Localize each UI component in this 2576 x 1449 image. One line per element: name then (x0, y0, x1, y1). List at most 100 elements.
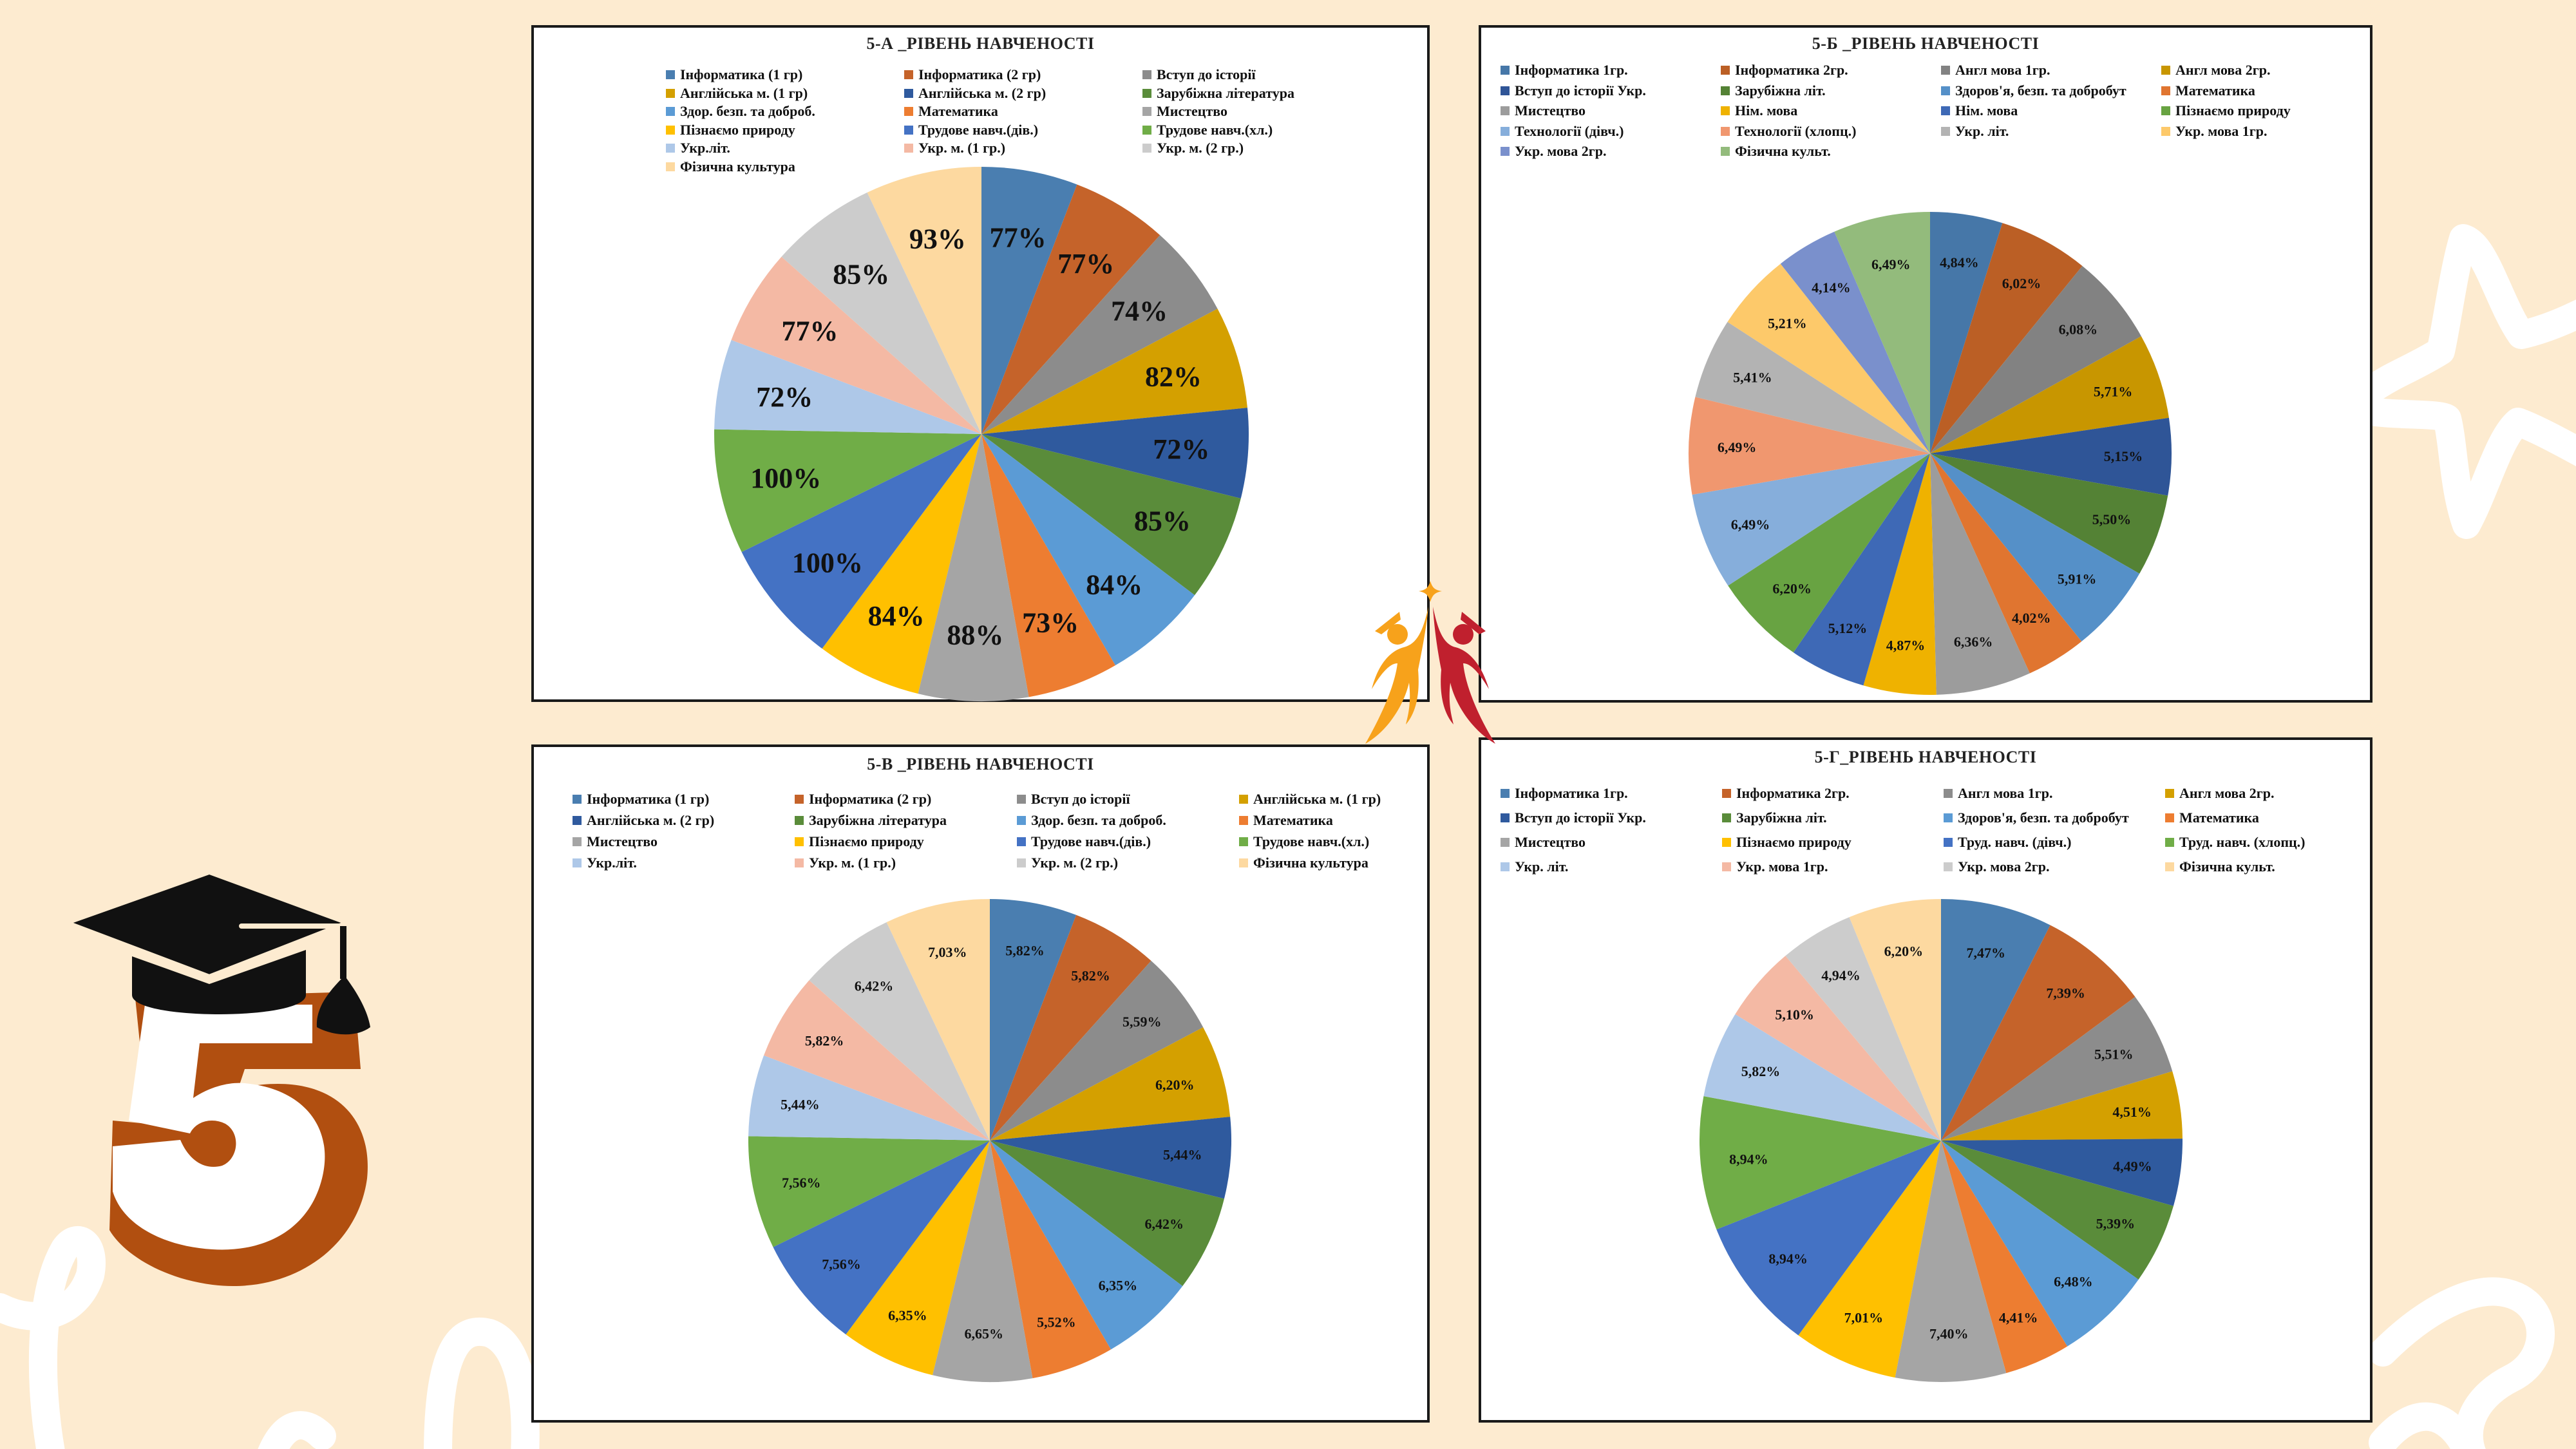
pie-slice (1703, 1014, 1941, 1141)
legend-label: Математика (2175, 82, 2255, 99)
data-label: 5,15% (2104, 448, 2143, 464)
legend-label: Англійська м. (1 гр) (680, 84, 808, 101)
five-digit (113, 1005, 325, 1250)
pie-slice (1930, 212, 2003, 453)
pie-slice (1689, 397, 1930, 495)
pie-slice (990, 1141, 1111, 1379)
pie-slice (741, 434, 981, 649)
legend-swatch (795, 837, 804, 846)
pie-slice (764, 980, 990, 1141)
data-label: 4,51% (2112, 1104, 2152, 1120)
legend-label: Укр.літ. (587, 855, 637, 871)
chart-panel-5v: 5-В _РІВЕНЬ НАВЧЕНОСТІ Інформатика (1 гр… (531, 744, 1430, 1423)
legend-item: Фізична культ. (2165, 858, 2275, 875)
legend-label: Фізична культура (680, 158, 795, 175)
legend-item: Фізична культура (666, 158, 795, 175)
legend-label: Пізнаємо природу (680, 121, 795, 138)
legend-swatch (666, 107, 675, 116)
legend-item: Пізнаємо природу (2161, 102, 2291, 119)
pie-slice (1930, 453, 2030, 695)
legend-swatch (904, 88, 913, 98)
legend-item: Зарубіжна література (1142, 85, 1294, 102)
data-label: 5,39% (2096, 1216, 2136, 1232)
pie-slice (1695, 321, 1930, 453)
legend-item: Англ мова 2гр. (2165, 785, 2275, 802)
legend-label: Мистецтво (1515, 834, 1586, 850)
data-label: 93% (909, 223, 966, 255)
legend-label: Англійська м. (1 гр) (1253, 791, 1381, 807)
pie-slice (1941, 1141, 2139, 1347)
legend-item: Укр. мова 1гр. (1722, 858, 1828, 875)
legend-swatch (1142, 107, 1151, 116)
legend-label: Трудове навч.(хл.) (1157, 121, 1273, 138)
data-label: 85% (1134, 505, 1191, 536)
data-label: 77% (781, 316, 838, 347)
data-label: 6,49% (1718, 439, 1757, 455)
legend-label: Інформатика 1гр. (1515, 62, 1628, 78)
legend-item: Пізнаємо природу (666, 122, 795, 138)
legend-item: Інформатика 2гр. (1721, 62, 1848, 79)
legend-item: Інформатика 2гр. (1722, 785, 1850, 802)
legend-swatch (1944, 838, 1953, 847)
chart-title: 5-Г_РІВЕНЬ НАВЧЕНОСТІ (1814, 748, 2037, 766)
legend-swatch (904, 125, 913, 135)
data-label: 100% (792, 547, 863, 579)
chart-title: 5-В _РІВЕНЬ НАВЧЕНОСТІ (867, 755, 1094, 773)
legend-item: Здор. безп. та доброб. (666, 103, 815, 120)
pie-slice (748, 1136, 990, 1247)
orange-student-icon (1365, 607, 1428, 744)
pie-chart: 5,82% 5,82% 5,59% 6,20% 5,44% 6,42% 6,35% 5,52%… (748, 899, 1232, 1382)
data-label: 7,56% (782, 1175, 821, 1191)
data-label: 5,12% (1828, 620, 1868, 636)
legend-item: Укр.літ. (573, 855, 637, 871)
legend-item: Мистецтво (1501, 834, 1586, 851)
chart-panel-5a: 5-А _РІВЕНЬ НАВЧЕНОСТІ Інформатика (1 гр… (531, 25, 1430, 702)
data-label: 77% (1057, 248, 1114, 279)
legend-swatch (1017, 816, 1026, 825)
pie-slice (731, 256, 981, 434)
legend-item: Математика (1239, 812, 1333, 829)
legend-label: Укр. мова 1гр. (2175, 122, 2268, 139)
pie-slice (981, 308, 1247, 434)
legend-label: Інформатика (2 гр) (918, 66, 1041, 82)
legend-item: Укр. м. (1 гр.) (904, 140, 1005, 156)
legend-swatch (1501, 66, 1510, 75)
pie-chart: 7,47% 7,39% 5,51% 4,51% 4,49% 5,39% 6,48% 4,41%… (1700, 899, 2183, 1382)
legend-swatch (1721, 86, 1730, 95)
pie-slice (1930, 453, 2168, 574)
legend-label: Пізнаємо природу (1736, 834, 1852, 850)
data-label: 7,47% (1967, 945, 2006, 961)
legend-swatch (795, 795, 804, 804)
pie-slice (1727, 263, 1930, 453)
legend-swatch (1239, 858, 1248, 867)
legend-item: Технології (хлопц.) (1721, 123, 1856, 140)
pie-slice (1930, 223, 2083, 453)
legend-swatch (666, 70, 675, 79)
legend-swatch (1941, 106, 1950, 115)
legend-item: Мистецтво (1142, 103, 1227, 120)
pie-slice (990, 1117, 1232, 1199)
legend-swatch (1017, 795, 1026, 804)
legend-item: Трудове навч.(хл.) (1142, 122, 1273, 138)
pie-slice (1863, 453, 1937, 695)
legend-label: Здоров'я, безп. та добробут (1958, 810, 2129, 826)
pie-slice (748, 1055, 990, 1141)
legend-label: Англ мова 1гр. (1955, 62, 2050, 78)
pie-slice (990, 960, 1204, 1141)
legend-label: Нім. мова (1735, 102, 1798, 118)
legend-item: Мистецтво (1501, 102, 1586, 119)
legend-item: Математика (2161, 82, 2255, 99)
pie-slice (1930, 453, 2140, 642)
chart-panel-5g: 5-Г_РІВЕНЬ НАВЧЕНОСТІ Інформатика 1гр. Ін… (1479, 737, 2372, 1423)
pie-slice (1692, 453, 1930, 586)
legend-swatch (1501, 862, 1510, 871)
data-label: 5,41% (1733, 369, 1772, 385)
legend-item: Англійська м. (1 гр) (666, 85, 808, 102)
data-label: 6,48% (2054, 1273, 2093, 1289)
legend-label: Труд. навч. (хлопц.) (2179, 834, 2306, 850)
legend-label: Фізична культ. (1735, 143, 1831, 159)
pie-slice (990, 1141, 1183, 1350)
pie-slice (981, 184, 1160, 434)
legend-swatch (2161, 66, 2170, 75)
legend-label: Фізична культ. (2179, 858, 2275, 875)
